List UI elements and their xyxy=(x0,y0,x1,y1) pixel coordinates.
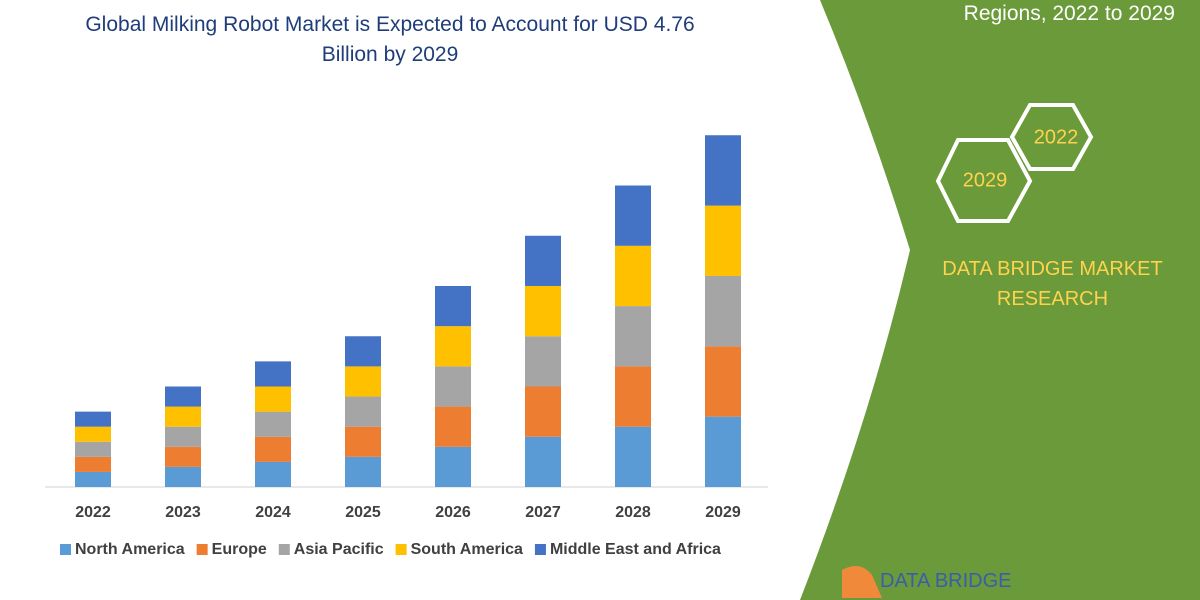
bar-segment xyxy=(615,366,651,427)
bar-segment xyxy=(75,471,111,487)
bar-segment xyxy=(525,436,561,487)
bar-segment xyxy=(705,275,741,347)
x-tick-label: 2028 xyxy=(615,504,651,521)
bar-segment xyxy=(165,406,201,427)
bar-segment xyxy=(345,396,381,427)
bar-segment xyxy=(615,306,651,367)
legend-swatch xyxy=(60,544,71,555)
bar-segment xyxy=(525,286,561,337)
bar-segment xyxy=(615,185,651,246)
bar-segment xyxy=(255,461,291,487)
hex-label: 2029 xyxy=(963,169,1008,191)
x-tick-label: 2024 xyxy=(255,504,291,521)
legend-swatch xyxy=(395,544,407,555)
bar-segment xyxy=(165,426,201,447)
x-tick-label: 2022 xyxy=(75,504,111,521)
bar-segment xyxy=(525,336,561,387)
bar-segment xyxy=(615,245,651,307)
bar-segment xyxy=(255,411,291,437)
bar-segment xyxy=(255,436,291,462)
green-panel xyxy=(800,0,1200,600)
bar-segment xyxy=(435,446,471,487)
bar-segment xyxy=(75,426,111,442)
legend-swatch xyxy=(278,544,290,555)
hexagon xyxy=(1009,103,1094,171)
hexagon xyxy=(935,138,1033,223)
chart-title: Global Milking Robot Market is Expected … xyxy=(85,13,695,66)
bar-segment xyxy=(435,326,471,367)
bar-segment xyxy=(165,386,201,407)
logo-icon xyxy=(842,566,882,598)
brand: DATA BRIDGE MARKET RESEARCH xyxy=(942,258,1163,310)
bar-segment xyxy=(435,406,471,447)
bar-segment xyxy=(75,456,111,472)
bar-segment xyxy=(75,441,111,457)
bar-segment xyxy=(345,456,381,487)
bar-segment xyxy=(435,286,471,327)
bar-segment xyxy=(75,411,111,427)
legend-label: South America xyxy=(411,541,523,558)
bar-segment xyxy=(345,336,381,367)
legend-swatch xyxy=(534,544,546,555)
x-tick-label: 2026 xyxy=(435,504,471,521)
bar-segment xyxy=(615,426,651,487)
bar-segment xyxy=(705,135,741,206)
bar-segment xyxy=(525,235,561,286)
bar-segment xyxy=(165,446,201,467)
legend-label: North America xyxy=(75,541,185,558)
x-tick-label: 2025 xyxy=(345,504,381,521)
bar-segment xyxy=(345,366,381,397)
bar-segment xyxy=(255,361,291,387)
bar-segment xyxy=(525,386,561,437)
legend-label: Middle East and Africa xyxy=(550,541,721,558)
panel-header: Regions, 2022 to 2029 xyxy=(963,2,1175,25)
hex-label: 2022 xyxy=(1034,126,1079,148)
bar-segment xyxy=(705,205,741,276)
bar-segment xyxy=(705,346,741,417)
logo-text: DATA BRIDGE xyxy=(880,570,1012,592)
legend-label: Europe xyxy=(212,541,267,558)
legend-label: Asia Pacific xyxy=(294,541,384,558)
bar-segment xyxy=(705,416,741,487)
x-tick-label: 2029 xyxy=(705,504,741,521)
bar-segment xyxy=(255,386,291,412)
bar-segment xyxy=(435,366,471,407)
legend-swatch xyxy=(196,544,208,555)
x-tick-label: 2027 xyxy=(525,504,561,521)
bar-segment xyxy=(165,466,201,487)
x-tick-label: 2023 xyxy=(165,504,201,521)
bar-segment xyxy=(345,426,381,457)
